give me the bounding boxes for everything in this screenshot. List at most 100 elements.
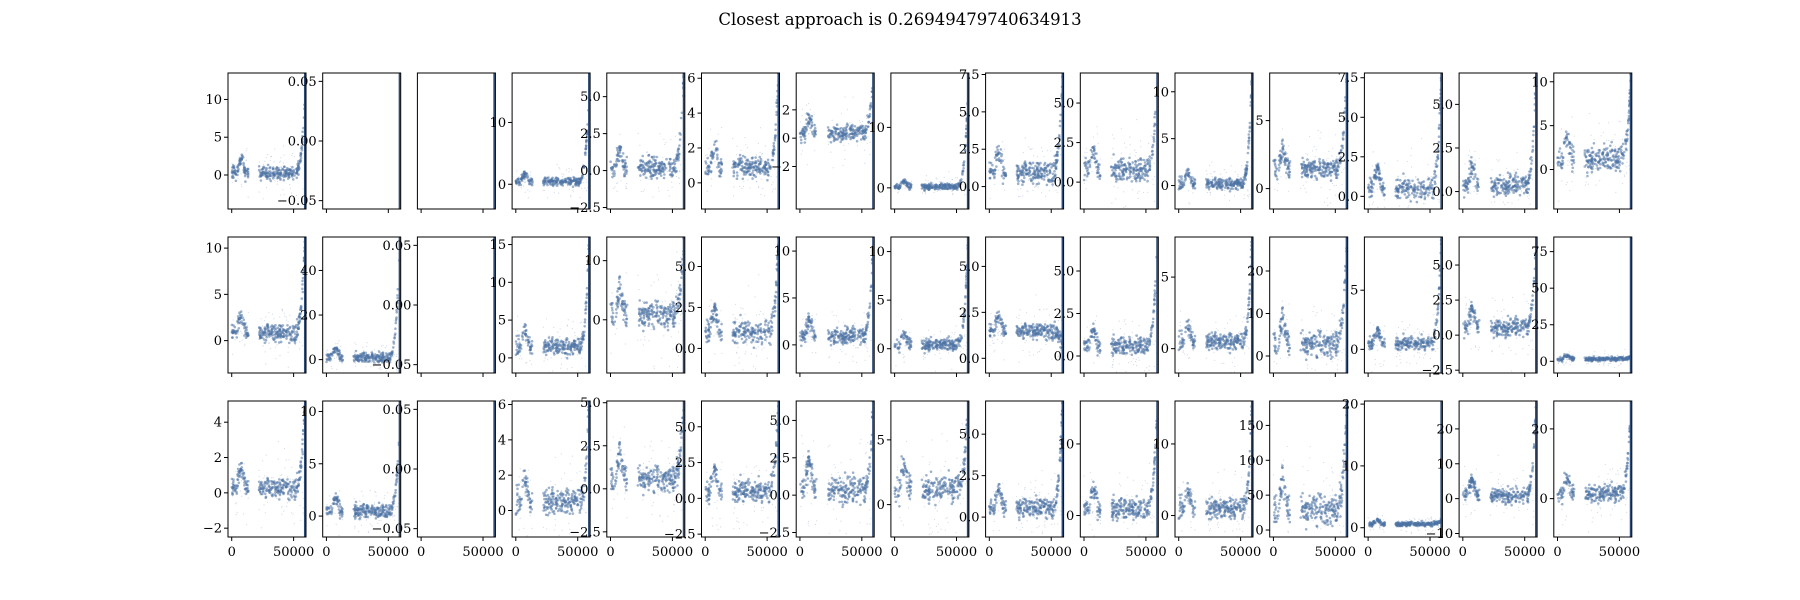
scatter-point-faint (1056, 191, 1058, 193)
scatter-point (1086, 162, 1089, 165)
scatter-point-faint (1140, 140, 1142, 142)
scatter-point (1612, 154, 1615, 157)
scatter-series (1082, 93, 1159, 208)
scatter-point (958, 179, 962, 182)
scatter-point (1152, 138, 1156, 141)
scatter-point (1288, 173, 1291, 177)
scatter-point (1477, 185, 1480, 189)
scatter-point (717, 170, 721, 173)
scatter-point (1406, 178, 1410, 182)
y-tick-label: 10 (1531, 75, 1548, 90)
scatter-point (615, 153, 619, 157)
scatter-point-faint (231, 162, 233, 165)
scatter-point-faint (760, 178, 762, 180)
scatter-point-faint (847, 108, 849, 110)
scatter-point-faint (1327, 204, 1329, 206)
scatter-point (1616, 150, 1619, 154)
scatter-point-faint (544, 189, 546, 191)
scatter-point (1419, 186, 1423, 189)
scatter-point (528, 182, 531, 185)
scatter-point-faint (261, 325, 264, 327)
scatter-point (1053, 174, 1056, 178)
scatter-point (773, 136, 777, 140)
scatter-point (1419, 196, 1423, 199)
scatter-point (754, 164, 758, 168)
scatter-point (837, 135, 840, 139)
scatter-point-faint (678, 177, 681, 179)
scatter-point-faint (1424, 203, 1426, 205)
axes-frame (606, 72, 686, 210)
scatter-point (234, 179, 238, 183)
y-tick-label: −2.5 (569, 201, 601, 216)
scatter-point (766, 170, 770, 174)
scatter-point (798, 132, 802, 135)
scatter-point (1243, 173, 1247, 177)
scatter-point-faint (1528, 198, 1530, 200)
scatter-point (740, 167, 743, 171)
scatter-point (1608, 165, 1611, 169)
scatter-point-faint (869, 154, 871, 156)
scatter-point (292, 327, 296, 331)
scatter-point-faint (270, 155, 272, 157)
scatter-point (991, 163, 994, 167)
scatter-point-faint (936, 190, 939, 192)
scatter-point-faint (1099, 158, 1101, 160)
scatter-point-faint (1016, 180, 1018, 182)
scatter-point (1300, 175, 1304, 179)
scatter-point (276, 171, 279, 175)
scatter-point (1518, 193, 1522, 197)
scatter-point (1288, 160, 1292, 163)
scatter-point (678, 138, 682, 141)
scatter-point-faint (762, 160, 764, 162)
scatter-point (1085, 175, 1089, 178)
scatter-point-faint (1117, 187, 1119, 189)
scatter-point-faint (289, 165, 292, 168)
scatter-point (732, 170, 736, 173)
scatter-point (920, 183, 924, 187)
scatter-point (1587, 165, 1590, 169)
scatter-point (1246, 151, 1250, 155)
scatter-point-faint (291, 192, 293, 194)
scatter-point-faint (1371, 165, 1373, 167)
scatter-point-faint (281, 309, 284, 311)
scatter-point (717, 161, 721, 165)
scatter-point-faint (586, 175, 588, 177)
scatter-point (1558, 147, 1562, 150)
scatter-point-faint (1527, 186, 1529, 188)
y-tick-label: 2 (687, 141, 695, 156)
scatter-point (1097, 171, 1100, 175)
scatter-point-faint (1511, 182, 1513, 184)
scatter-point-faint (1530, 177, 1532, 179)
scatter-point (1586, 150, 1589, 154)
scatter-point-faint (1084, 151, 1086, 153)
scatter-point (276, 326, 280, 330)
scatter-point (711, 153, 715, 157)
scatter-point-faint (1496, 212, 1497, 213)
scatter-point (1516, 175, 1520, 179)
scatter-point (1430, 186, 1433, 189)
scatter-point-faint (1237, 173, 1239, 176)
scatter-point (1178, 184, 1181, 188)
scatter-point (812, 129, 816, 132)
scatter-point (1464, 181, 1468, 184)
scatter-point (1193, 182, 1197, 186)
scatter-point-faint (1041, 147, 1043, 149)
scatter-point-faint (615, 170, 617, 172)
y-tick-label: 0 (687, 176, 695, 191)
scatter-point-faint (827, 143, 830, 145)
scatter-point-faint (1209, 194, 1211, 196)
panel-grid: 0510−0.050.000.05010−2.50.02.55.00246−20… (203, 68, 1640, 560)
scatter-point (1514, 176, 1517, 179)
scatter-point (758, 170, 761, 174)
scatter-point (827, 134, 830, 138)
scatter-point (775, 101, 778, 104)
scatter-point (1303, 171, 1307, 175)
scatter-point-faint (1111, 134, 1113, 136)
scatter-series (893, 101, 969, 196)
scatter-point (1472, 177, 1475, 181)
scatter-point (1626, 128, 1630, 131)
scatter-point-faint (658, 187, 660, 189)
scatter-point (1616, 161, 1619, 165)
scatter-point-faint (666, 170, 668, 173)
